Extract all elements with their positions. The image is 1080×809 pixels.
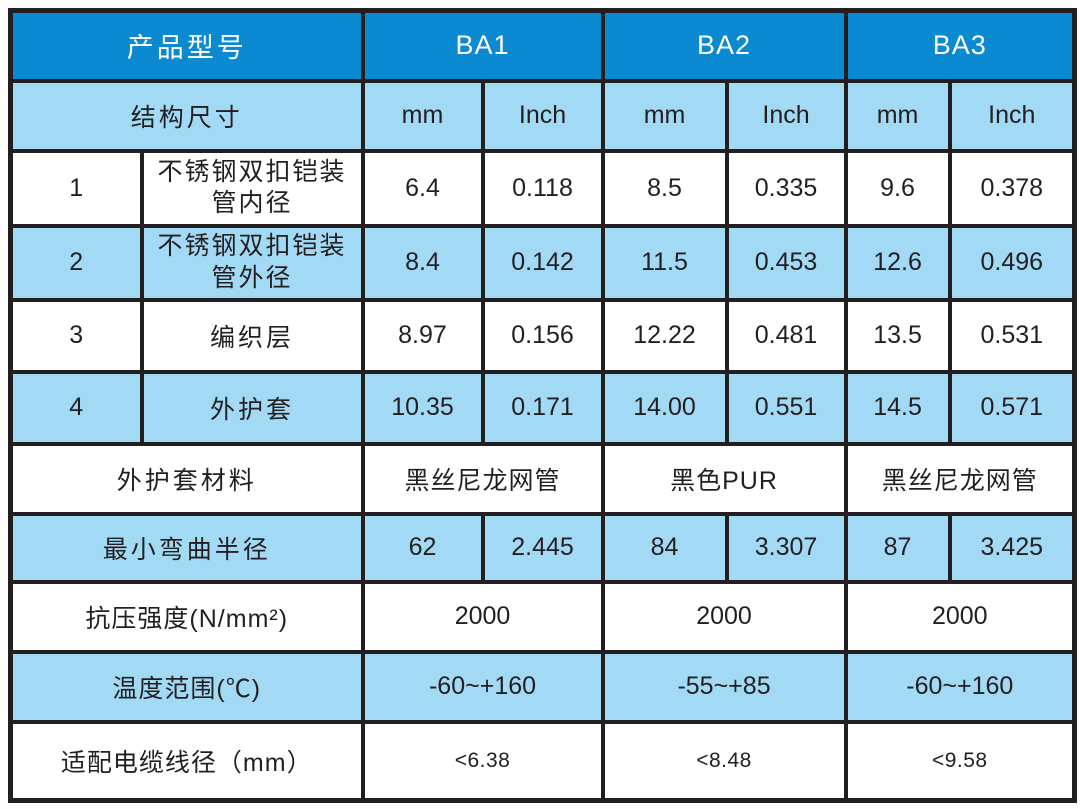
spec-value: <8.48 bbox=[600, 719, 848, 803]
dim-row-number: 4 bbox=[8, 369, 144, 446]
cable-diameter-row: 适配电缆线径（mm） <6.38 <8.48 <9.58 bbox=[8, 719, 1077, 803]
spec-row-label: 最小弯曲半径 bbox=[8, 511, 365, 584]
spec-row-label: 适配电缆线径（mm） bbox=[8, 719, 365, 803]
spec-row-label: 温度范围(℃) bbox=[8, 649, 365, 724]
dim-value: 8.4 bbox=[360, 223, 485, 302]
spec-value: -60~+160 bbox=[360, 649, 605, 724]
dimension-row-3: 3 编织层 8.97 0.156 12.22 0.481 13.5 0.531 bbox=[8, 297, 1077, 374]
header-model-ba2: BA2 bbox=[600, 8, 848, 83]
unit-cell-ba3-inch: Inch bbox=[947, 78, 1077, 153]
dim-value: 9.6 bbox=[843, 148, 952, 228]
dim-value: 0.156 bbox=[480, 297, 605, 374]
spec-value: 2000 bbox=[600, 579, 848, 654]
spec-value: 62 bbox=[360, 511, 485, 584]
header-product-model-label: 产品型号 bbox=[8, 8, 365, 83]
dim-value: 0.481 bbox=[724, 297, 848, 374]
spec-row-label: 抗压强度(N/mm²) bbox=[8, 579, 365, 654]
unit-cell-ba2-mm: mm bbox=[600, 78, 729, 153]
spec-value: 2.445 bbox=[480, 511, 605, 584]
temperature-range-row: 温度范围(℃) -60~+160 -55~+85 -60~+160 bbox=[8, 649, 1077, 724]
spec-value: 2000 bbox=[843, 579, 1077, 654]
dim-value: 14.5 bbox=[843, 369, 952, 446]
dim-value: 6.4 bbox=[360, 148, 485, 228]
dim-value: 13.5 bbox=[843, 297, 952, 374]
spec-value: 3.307 bbox=[724, 511, 848, 584]
compressive-strength-row: 抗压强度(N/mm²) 2000 2000 2000 bbox=[8, 579, 1077, 654]
dim-value: 0.453 bbox=[724, 223, 848, 302]
spec-row-label: 外护套材料 bbox=[8, 441, 365, 516]
dim-value: 0.142 bbox=[480, 223, 605, 302]
spec-value: <9.58 bbox=[843, 719, 1077, 803]
dim-value: 12.6 bbox=[843, 223, 952, 302]
dim-value: 10.35 bbox=[360, 369, 485, 446]
bend-radius-row: 最小弯曲半径 62 2.445 84 3.307 87 3.425 bbox=[8, 511, 1077, 584]
dim-row-number: 3 bbox=[8, 297, 144, 374]
unit-cell-ba2-inch: Inch bbox=[724, 78, 848, 153]
dim-row-label: 外护套 bbox=[139, 369, 365, 446]
dim-row-number: 2 bbox=[8, 223, 144, 302]
spec-value: <6.38 bbox=[360, 719, 605, 803]
unit-cell-ba1-mm: mm bbox=[360, 78, 485, 153]
dim-row-label: 不锈钢双扣铠装 管外径 bbox=[139, 223, 365, 302]
spec-value: 87 bbox=[843, 511, 952, 584]
spec-value: 2000 bbox=[360, 579, 605, 654]
dim-value: 0.171 bbox=[480, 369, 605, 446]
dim-value: 0.551 bbox=[724, 369, 848, 446]
unit-cell-ba1-inch: Inch bbox=[480, 78, 605, 153]
spec-value: -55~+85 bbox=[600, 649, 848, 724]
dim-value: 11.5 bbox=[600, 223, 729, 302]
spec-value: 84 bbox=[600, 511, 729, 584]
product-spec-table: 产品型号 BA1 BA2 BA3 结构尺寸 mm Inch mm Inch mm… bbox=[8, 8, 1078, 803]
dim-value: 0.496 bbox=[947, 223, 1077, 302]
unit-cell-ba3-mm: mm bbox=[843, 78, 952, 153]
dimension-row-4: 4 外护套 10.35 0.171 14.00 0.551 14.5 0.571 bbox=[8, 369, 1077, 446]
header-row: 产品型号 BA1 BA2 BA3 bbox=[8, 8, 1077, 83]
dim-value: 0.378 bbox=[947, 148, 1077, 228]
sheath-material-row: 外护套材料 黑丝尼龙网管 黑色PUR 黑丝尼龙网管 bbox=[8, 441, 1077, 516]
dimension-row-1: 1 不锈钢双扣铠装 管内径 6.4 0.118 8.5 0.335 9.6 0.… bbox=[8, 148, 1077, 228]
spec-value: 黑丝尼龙网管 bbox=[360, 441, 605, 516]
dim-value: 0.571 bbox=[947, 369, 1077, 446]
spec-value: -60~+160 bbox=[843, 649, 1077, 724]
spec-value: 黑色PUR bbox=[600, 441, 848, 516]
dim-value: 0.531 bbox=[947, 297, 1077, 374]
dim-row-label: 不锈钢双扣铠装 管内径 bbox=[139, 148, 365, 228]
dim-row-number: 1 bbox=[8, 148, 144, 228]
dim-value: 0.335 bbox=[724, 148, 848, 228]
dim-value: 8.97 bbox=[360, 297, 485, 374]
dim-value: 12.22 bbox=[600, 297, 729, 374]
units-row: 结构尺寸 mm Inch mm Inch mm Inch bbox=[8, 78, 1077, 153]
dim-value: 8.5 bbox=[600, 148, 729, 228]
dimension-row-2: 2 不锈钢双扣铠装 管外径 8.4 0.142 11.5 0.453 12.6 … bbox=[8, 223, 1077, 302]
dim-value: 14.00 bbox=[600, 369, 729, 446]
spec-value: 黑丝尼龙网管 bbox=[843, 441, 1077, 516]
dim-value: 0.118 bbox=[480, 148, 605, 228]
dim-row-label: 编织层 bbox=[139, 297, 365, 374]
spec-value: 3.425 bbox=[947, 511, 1077, 584]
header-model-ba3: BA3 bbox=[843, 8, 1077, 83]
units-row-label: 结构尺寸 bbox=[8, 78, 365, 153]
header-model-ba1: BA1 bbox=[360, 8, 605, 83]
